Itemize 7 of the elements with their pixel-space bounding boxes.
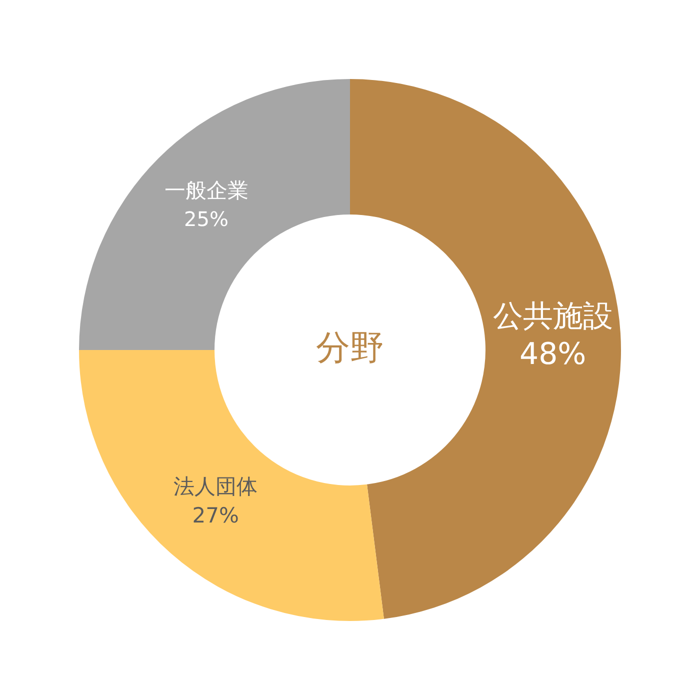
data-label: 27% bbox=[192, 503, 239, 528]
data-label: 48% bbox=[520, 337, 586, 372]
data-label: 25% bbox=[184, 206, 229, 231]
text: 分野 bbox=[316, 328, 384, 368]
slice-label: 法人団体 bbox=[174, 474, 258, 498]
slice-label: 公共施設 bbox=[492, 299, 613, 334]
slice-label: 一般企業 bbox=[164, 178, 248, 203]
